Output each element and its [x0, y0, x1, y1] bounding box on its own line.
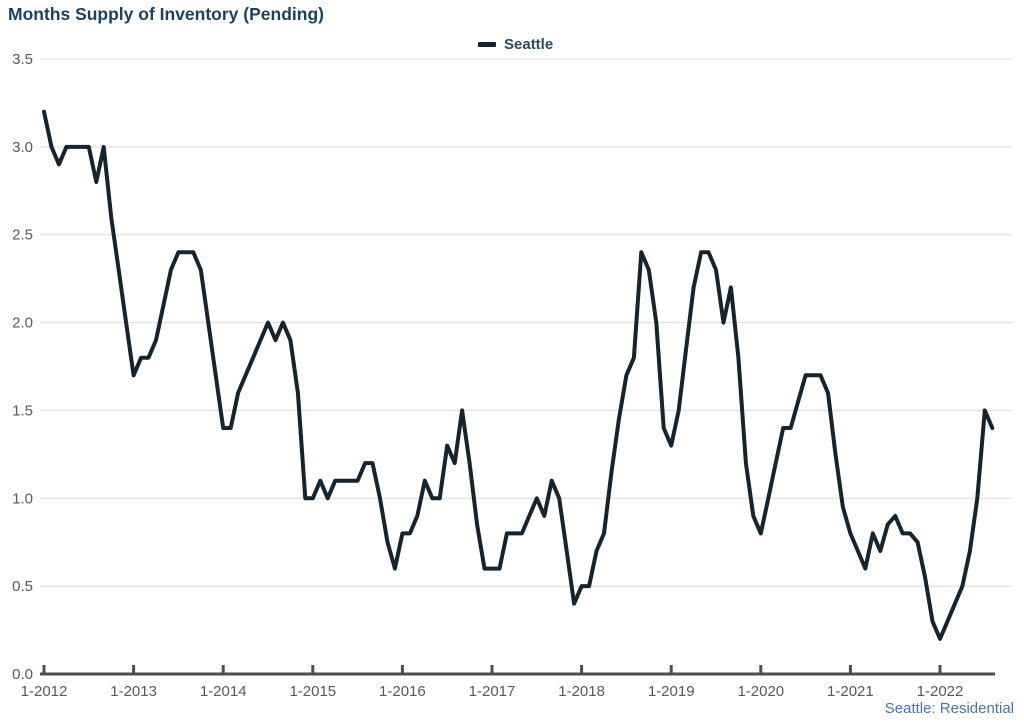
- legend: Seattle: [478, 36, 553, 53]
- x-axis-tick-label: 1-2019: [648, 683, 695, 700]
- chart-title: Months Supply of Inventory (Pending): [8, 4, 324, 24]
- y-axis-tick-label: 0.5: [12, 578, 33, 595]
- x-axis-tick-label: 1-2020: [737, 683, 784, 700]
- x-axis-tick-label: 1-2017: [469, 683, 516, 700]
- x-axis-tick-label: 1-2022: [917, 683, 964, 700]
- y-axis-tick-label: 3.0: [12, 139, 33, 156]
- x-axis-tick-label: 1-2018: [558, 683, 605, 700]
- y-axis-tick-label: 2.0: [12, 315, 33, 332]
- y-axis-tick-label: 2.5: [12, 227, 33, 244]
- x-axis-tick-label: 1-2021: [827, 683, 874, 700]
- series-line-seattle: [42, 109, 995, 641]
- x-axis-tick-label: 1-2015: [289, 683, 336, 700]
- legend-line-swatch-icon: [478, 42, 496, 47]
- x-axis-tick-label: 1-2013: [110, 683, 157, 700]
- legend-label: Seattle: [504, 36, 554, 53]
- y-axis-tick-label: 0.0: [12, 666, 33, 683]
- footer-note: Seattle: Residential: [884, 700, 1014, 717]
- x-axis-tick-label: 1-2012: [21, 683, 68, 700]
- y-axis-tick-label: 1.0: [12, 490, 33, 507]
- x-axis-tick-label: 1-2016: [379, 683, 426, 700]
- x-axis-tick-label: 1-2014: [200, 683, 247, 700]
- y-axis-tick-label: 3.5: [12, 51, 33, 68]
- y-axis-tick-label: 1.5: [12, 402, 33, 419]
